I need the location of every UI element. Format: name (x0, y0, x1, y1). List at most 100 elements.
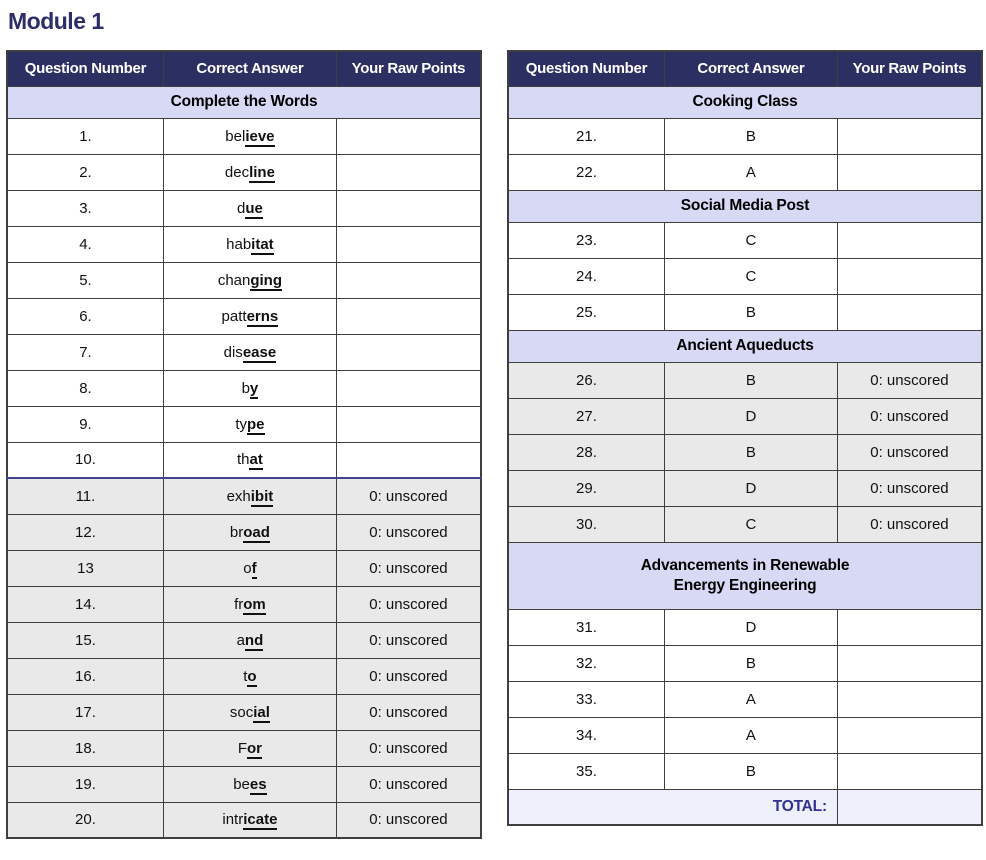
question-row: 32. B (507, 644, 983, 682)
raw-points-cell (335, 441, 482, 479)
answer-highlight: ue (245, 199, 263, 219)
question-number-cell: 4. (6, 225, 164, 263)
raw-points-cell (836, 293, 983, 331)
total-row: TOTAL: (507, 788, 983, 826)
question-number-cell: 33. (507, 680, 665, 718)
question-row: 2. decline (6, 153, 482, 191)
question-row: 12. broad 0: unscored (6, 513, 482, 551)
raw-points-cell (335, 225, 482, 263)
question-number-cell: 10. (6, 441, 164, 479)
raw-points-cell: 0: unscored (335, 801, 482, 839)
question-row: 20. intricate 0: unscored (6, 801, 482, 839)
correct-answer-cell: and (162, 621, 337, 659)
correct-answer-cell: decline (162, 153, 337, 191)
answer-table-left: Question Number Correct Answer Your Raw Po… (6, 50, 482, 839)
question-number-cell: 12. (6, 513, 164, 551)
column-header: Question Number (507, 50, 665, 87)
question-row: 15. and 0: unscored (6, 621, 482, 659)
question-number-cell: 18. (6, 729, 164, 767)
answer-highlight: itat (251, 235, 274, 255)
question-row: 11. exhibit 0: unscored (6, 477, 482, 515)
correct-answer-cell: social (162, 693, 337, 731)
correct-answer-cell: type (162, 405, 337, 443)
question-row: 26. B 0: unscored (507, 361, 983, 399)
correct-answer-cell: disease (162, 333, 337, 371)
question-number-cell: 14. (6, 585, 164, 623)
column-header: Your Raw Points (335, 50, 482, 87)
raw-points-cell: 0: unscored (335, 585, 482, 623)
raw-points-cell (335, 117, 482, 155)
raw-points-cell: 0: unscored (335, 729, 482, 767)
total-value-cell (836, 788, 983, 826)
total-label: TOTAL: (507, 788, 838, 826)
question-number-cell: 27. (507, 397, 665, 435)
section-row: Ancient Aqueducts (507, 329, 983, 363)
section-header: Cooking Class (507, 85, 983, 119)
question-number-cell: 30. (507, 505, 665, 543)
correct-answer-cell: changing (162, 261, 337, 299)
question-number-cell: 2. (6, 153, 164, 191)
column-header: Correct Answer (162, 50, 337, 87)
correct-answer-cell: For (162, 729, 337, 767)
question-number-cell: 8. (6, 369, 164, 407)
question-number-cell: 13 (6, 549, 164, 587)
question-row: 17. social 0: unscored (6, 693, 482, 731)
raw-points-cell (836, 608, 983, 646)
correct-answer-cell: to (162, 657, 337, 695)
raw-points-cell (836, 752, 983, 790)
question-number-cell: 15. (6, 621, 164, 659)
correct-answer-cell: exhibit (162, 477, 337, 515)
question-row: 16. to 0: unscored (6, 657, 482, 695)
correct-answer-cell: bees (162, 765, 337, 803)
question-row: 27. D 0: unscored (507, 397, 983, 435)
tables-container: Question Number Correct Answer Your Raw Po… (6, 50, 983, 839)
correct-answer-cell: D (663, 469, 838, 507)
question-row: 18. For 0: unscored (6, 729, 482, 767)
correct-answer-cell: B (663, 433, 838, 471)
answer-highlight: erns (246, 307, 279, 327)
question-row: 35. B (507, 752, 983, 790)
answer-highlight: pe (246, 415, 265, 435)
raw-points-cell (836, 221, 983, 259)
correct-answer-cell: D (663, 397, 838, 435)
score-sheet: Module 1 Question Number Correct Answer Yo… (6, 8, 983, 839)
question-number-cell: 25. (507, 293, 665, 331)
raw-points-cell (836, 153, 983, 191)
raw-points-cell (335, 369, 482, 407)
question-row: 7. disease (6, 333, 482, 371)
answer-highlight: ial (253, 703, 270, 723)
answer-table-right: Question Number Correct Answer Your Raw Po… (507, 50, 983, 826)
question-row: 6. patterns (6, 297, 482, 335)
question-number-cell: 11. (6, 477, 164, 515)
answer-highlight: om (243, 595, 266, 615)
question-number-cell: 9. (6, 405, 164, 443)
correct-answer-cell: patterns (162, 297, 337, 335)
question-row: 30. C 0: unscored (507, 505, 983, 543)
raw-points-cell (335, 405, 482, 443)
answer-highlight: ging (250, 271, 282, 291)
correct-answer-cell: habitat (162, 225, 337, 263)
raw-points-cell: 0: unscored (335, 549, 482, 587)
raw-points-cell (836, 257, 983, 295)
answer-highlight: o (247, 667, 257, 687)
column-header: Your Raw Points (836, 50, 983, 87)
correct-answer-cell: A (663, 716, 838, 754)
question-number-cell: 1. (6, 117, 164, 155)
raw-points-cell (335, 189, 482, 227)
correct-answer-cell: B (663, 752, 838, 790)
raw-points-cell (335, 297, 482, 335)
header-row: Question Number Correct Answer Your Raw Po… (507, 50, 983, 87)
section-row: Cooking Class (507, 85, 983, 119)
raw-points-cell (836, 117, 983, 155)
question-row: 29. D 0: unscored (507, 469, 983, 507)
raw-points-cell (335, 153, 482, 191)
raw-points-cell: 0: unscored (335, 693, 482, 731)
question-number-cell: 26. (507, 361, 665, 399)
raw-points-cell (836, 644, 983, 682)
section-header: Complete the Words (6, 85, 482, 119)
correct-answer-cell: believe (162, 117, 337, 155)
question-number-cell: 28. (507, 433, 665, 471)
section-header: Social Media Post (507, 189, 983, 223)
section-row: Complete the Words (6, 85, 482, 119)
answer-highlight: oad (243, 523, 270, 543)
